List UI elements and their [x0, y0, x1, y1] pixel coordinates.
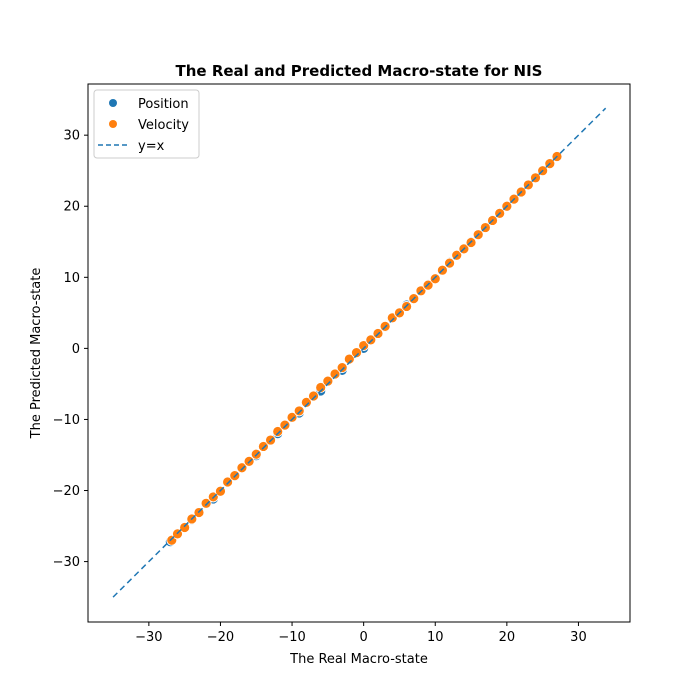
y-tick-label: 20	[63, 200, 80, 215]
y-tick-label: −30	[53, 555, 80, 570]
plot-frame	[87, 83, 631, 623]
x-tick-label: −30	[135, 630, 162, 645]
y-tick-label: 10	[63, 271, 80, 286]
y-axis-ticks: −30 −20 −10 0 10 20 30	[53, 129, 88, 570]
legend-box	[93, 89, 200, 159]
velocity-point	[222, 476, 234, 488]
chart-title: The Real and Predicted Macro-state for N…	[176, 62, 543, 80]
velocity-point	[365, 334, 377, 346]
velocity-point	[322, 375, 334, 387]
x-tick-label: 20	[499, 630, 516, 645]
legend: Position Velocity y=x	[93, 89, 200, 159]
legend-label-position: Position	[138, 97, 189, 112]
x-tick-label: −10	[278, 630, 305, 645]
x-axis-ticks: −30 −20 −10 0 10 20 30	[135, 622, 587, 645]
velocity-point	[358, 340, 370, 351]
velocity-point	[236, 462, 248, 474]
x-tick-label: −20	[207, 630, 234, 645]
velocity-point	[329, 368, 341, 380]
velocity-point	[300, 396, 312, 408]
velocity-point	[286, 411, 298, 423]
x-axis-label: The Real Macro-state	[289, 652, 428, 667]
legend-marker-velocity	[109, 120, 117, 128]
velocity-point	[293, 405, 305, 417]
x-tick-label: 30	[570, 630, 587, 645]
x-tick-label: 0	[360, 630, 368, 645]
x-tick-label: 10	[427, 630, 444, 645]
velocity-point	[308, 390, 319, 402]
y-tick-label: 30	[63, 129, 80, 144]
velocity-point	[429, 273, 441, 285]
velocity-point	[272, 426, 284, 437]
velocity-point	[351, 347, 362, 359]
velocity-point	[258, 441, 269, 452]
y-axis-label: The Predicted Macro-state	[29, 268, 44, 440]
plot-area	[112, 107, 607, 598]
legend-label-identity-line: y=x	[138, 139, 165, 154]
velocity-point	[343, 353, 355, 365]
y-tick-label: 0	[72, 342, 80, 357]
velocity-point	[336, 362, 348, 373]
y-tick-label: −10	[53, 413, 80, 428]
velocity-point	[279, 419, 291, 431]
velocity-point	[179, 522, 191, 533]
legend-label-velocity: Velocity	[138, 118, 189, 133]
legend-marker-position	[109, 99, 117, 107]
y-tick-label: −20	[53, 484, 80, 499]
identity-line	[112, 107, 607, 598]
velocity-point	[200, 497, 212, 509]
velocity-point	[315, 382, 327, 393]
